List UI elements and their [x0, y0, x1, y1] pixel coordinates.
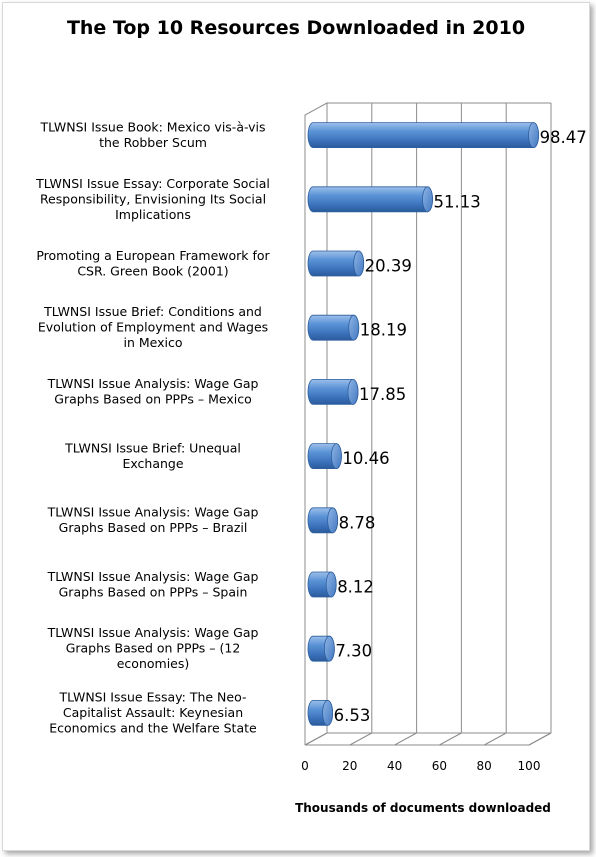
bar-cap: [528, 122, 539, 149]
x-axis-title: Thousands of documents downloaded: [295, 801, 551, 815]
chart-title: The Top 10 Resources Downloaded in 2010: [67, 17, 525, 39]
gridline-floor: [439, 732, 462, 746]
bar: [307, 571, 337, 598]
x-tick-label: 0: [301, 759, 309, 773]
bar-body: [307, 122, 539, 148]
data-label: 10.46: [342, 449, 389, 468]
bar-body: [307, 186, 433, 213]
category-label: TLWNSI Issue Analysis: Wage Gap Graphs Ba…: [47, 376, 259, 407]
category-label: TLWNSI Issue Brief: Conditions and Evolut…: [38, 304, 268, 350]
data-label: 8.78: [339, 513, 376, 532]
bar: [307, 378, 359, 405]
bar: [307, 314, 360, 341]
x-tick-labels: 0 20 40 60 80 100: [301, 759, 540, 773]
category-label: TLWNSI Issue Analysis: Wage Gap Graphs Ba…: [47, 625, 259, 671]
category-label: TLWNSI Issue Book: Mexico vis-à-vis the R…: [39, 119, 265, 150]
gridline-floor: [528, 732, 552, 746]
bar-cap: [331, 443, 342, 470]
gridline-floor: [304, 732, 328, 746]
bar: [307, 443, 342, 470]
category-labels: TLWNSI Issue Book: Mexico vis-à-vis the R…: [35, 119, 270, 735]
bar: [307, 250, 365, 277]
gridline-floor: [483, 732, 507, 746]
bars: [307, 122, 539, 726]
data-labels: 98.47 51.13 20.39 18.19 17.85 10.46 8.78 8.12 7.…: [334, 128, 587, 725]
bar-cap: [323, 635, 335, 662]
bar: [307, 186, 433, 213]
x-tick-label: 20: [342, 759, 357, 773]
data-label: 98.47: [540, 128, 587, 147]
data-label: 51.13: [434, 192, 481, 211]
bar: [307, 700, 334, 726]
gridline-floor: [349, 732, 373, 746]
chart-page: The Top 10 Resources Downloaded in 2010 …: [2, 2, 590, 851]
x-tick-label: 60: [432, 759, 447, 773]
bar-cap: [422, 186, 433, 213]
bar: [307, 635, 335, 662]
data-label: 8.12: [337, 578, 374, 597]
data-label: 6.53: [334, 706, 371, 725]
x-tick-label: 80: [477, 759, 492, 773]
category-label: TLWNSI Issue Analysis: Wage Gap Graphs Ba…: [47, 505, 259, 536]
floor: [304, 732, 552, 746]
category-label: TLWNSI Issue Essay: The Neo-Capitalist A…: [49, 689, 257, 735]
bar: [307, 122, 539, 149]
data-label: 18.19: [360, 321, 407, 340]
bar-cap: [322, 700, 334, 726]
bar-cap: [348, 314, 360, 341]
x-tick-label: 40: [387, 759, 402, 773]
x-tick-label: 100: [518, 759, 541, 773]
bar: [307, 507, 339, 534]
data-label: 7.30: [335, 642, 372, 661]
category-label: TLWNSI Issue Essay: Corporate Social Resp…: [35, 176, 270, 222]
bar-cap: [325, 571, 337, 598]
bar-cap: [347, 378, 359, 405]
bar-cap: [327, 507, 339, 534]
category-label: Promoting a European Framework for CSR. G…: [36, 248, 270, 279]
bar-chart: The Top 10 Resources Downloaded in 2010 …: [35, 17, 587, 815]
bar-cap: [353, 250, 365, 277]
category-label: TLWNSI Issue Analysis: Wage Gap Graphs Ba…: [47, 569, 259, 600]
gridline-floor: [394, 732, 417, 746]
data-label: 17.85: [359, 385, 406, 404]
category-label: TLWNSI Issue Brief: Unequal Exchange: [64, 440, 241, 471]
data-label: 20.39: [365, 257, 412, 276]
